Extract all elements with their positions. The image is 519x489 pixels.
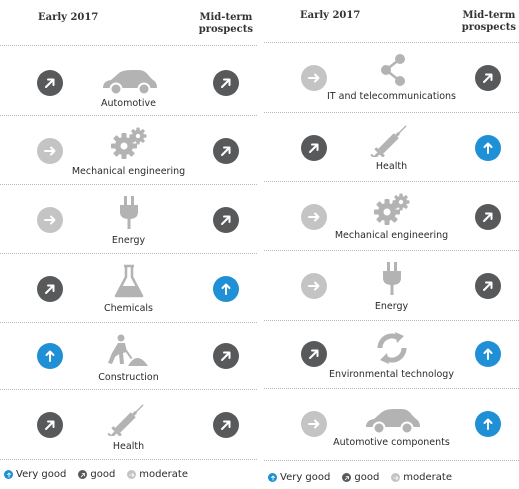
legend-item-moderate: moderate: [127, 469, 188, 480]
right-bottom-rule: [264, 460, 519, 461]
legend-moderate-label: moderate: [403, 472, 452, 483]
left-header-midterm-line2: prospects: [198, 24, 253, 35]
legend-moderate-label: moderate: [139, 469, 188, 480]
legend-good-icon: [342, 473, 352, 482]
share-icon: [362, 53, 422, 87]
right-sector-row: Automotive components: [264, 388, 519, 461]
right-panel: Early 2017 Mid-term prospects IT and tel…: [264, 0, 519, 489]
plug-icon: [362, 261, 422, 295]
legend-moderate-icon: [127, 470, 137, 479]
right-header-early: Early 2017: [300, 10, 361, 21]
legend-item-very-good: Very good: [268, 472, 330, 483]
sector-label: Environmental technology: [329, 369, 454, 380]
right-header-midterm: Mid-term prospects: [462, 10, 516, 34]
left-header: Early 2017 Mid-term prospects: [0, 8, 257, 44]
right-sector-row: Health: [264, 112, 519, 182]
midterm-very-good-icon: [213, 276, 239, 302]
right-legend: Very good good moderate: [268, 472, 460, 483]
midterm-good-icon: [213, 70, 239, 96]
midterm-very-good-icon: [475, 341, 501, 367]
early-2017-good-icon: [37, 276, 63, 302]
left-sector-row: Chemicals: [0, 253, 257, 323]
left-sector-row: Health: [0, 389, 257, 459]
construction-worker-icon: [99, 333, 159, 367]
midterm-good-icon: [475, 204, 501, 230]
legend-good-label: good: [354, 472, 380, 483]
sector-label: Chemicals: [103, 303, 154, 314]
midterm-very-good-icon: [475, 411, 501, 437]
car-icon: [99, 64, 159, 98]
early-2017-very-good-icon: [37, 343, 63, 369]
early-2017-moderate-icon: [301, 204, 327, 230]
sector-label: Construction: [98, 372, 159, 383]
syringe-icon: [362, 123, 422, 162]
gears-icon: [362, 192, 422, 226]
left-sector-row: Construction: [0, 322, 257, 390]
legend-good-label: good: [90, 469, 116, 480]
legend-item-good: good: [78, 469, 115, 480]
legend-item-good: good: [342, 472, 379, 483]
gears-icon: [99, 126, 159, 160]
midterm-good-icon: [475, 65, 501, 91]
right-sector-row: Environmental technology: [264, 320, 519, 389]
early-2017-moderate-icon: [301, 411, 327, 437]
early-2017-good-icon: [301, 341, 327, 367]
legend-item-moderate: moderate: [391, 472, 452, 483]
flask-icon: [99, 264, 159, 298]
right-header-midterm-line1: Mid-term: [462, 10, 516, 21]
early-2017-good-icon: [37, 70, 63, 96]
sector-label: Automotive: [101, 98, 156, 109]
right-header-midterm-line2: prospects: [461, 22, 516, 33]
left-header-midterm: Mid-term prospects: [199, 12, 253, 36]
legend-moderate-icon: [391, 473, 401, 482]
midterm-good-icon: [475, 273, 501, 299]
early-2017-moderate-icon: [301, 65, 327, 91]
legend-good-icon: [78, 470, 88, 479]
sector-label: Mechanical engineering: [71, 166, 186, 177]
early-2017-moderate-icon: [37, 207, 63, 233]
sector-label: Health: [375, 161, 408, 172]
midterm-good-icon: [213, 138, 239, 164]
midterm-very-good-icon: [475, 135, 501, 161]
left-header-midterm-line1: Mid-term: [199, 12, 253, 23]
left-bottom-rule: [0, 459, 257, 460]
sector-label: Automotive components: [333, 437, 450, 448]
sector-label: Mechanical engineering: [334, 230, 449, 241]
midterm-good-icon: [213, 412, 239, 438]
legend-very-good-label: Very good: [16, 469, 67, 480]
sector-label: Energy: [374, 301, 409, 312]
early-2017-moderate-icon: [301, 273, 327, 299]
left-header-early: Early 2017: [38, 12, 99, 23]
syringe-icon: [99, 402, 159, 441]
midterm-good-icon: [213, 207, 239, 233]
left-sector-row: Automotive: [0, 45, 257, 116]
car-icon: [362, 403, 422, 437]
legend-very-good-icon: [268, 473, 277, 482]
early-2017-moderate-icon: [37, 138, 63, 164]
sector-label: Health: [112, 441, 145, 452]
midterm-good-icon: [213, 343, 239, 369]
legend-item-very-good: Very good: [4, 469, 66, 480]
left-panel: Early 2017 Mid-term prospects Automotive…: [0, 0, 257, 489]
right-sector-row: Energy: [264, 250, 519, 321]
right-sector-row: IT and telecommunications: [264, 42, 519, 113]
right-sector-row: Mechanical engineering: [264, 181, 519, 251]
early-2017-good-icon: [37, 412, 63, 438]
left-sector-row: Mechanical engineering: [0, 115, 257, 185]
legend-very-good-icon: [4, 470, 13, 479]
legend-very-good-label: Very good: [280, 472, 331, 483]
early-2017-good-icon: [301, 135, 327, 161]
recycle-icon: [362, 331, 422, 365]
right-header: Early 2017 Mid-term prospects: [264, 8, 519, 44]
sector-label: IT and telecommunications: [327, 91, 456, 102]
left-sector-row: Energy: [0, 184, 257, 254]
sector-label: Energy: [111, 235, 146, 246]
plug-icon: [99, 195, 159, 229]
left-legend: Very good good moderate: [4, 469, 196, 480]
